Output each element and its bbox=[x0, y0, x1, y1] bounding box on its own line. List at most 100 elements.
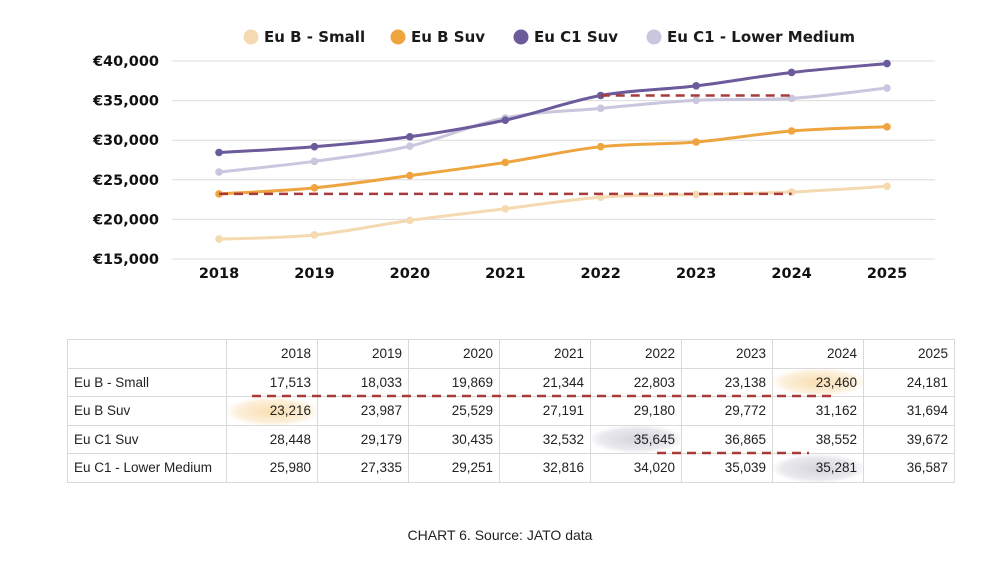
data-point-eu-b-suv bbox=[406, 171, 414, 180]
data-point-eu-b-small bbox=[310, 231, 319, 239]
table-header-year: 2025 bbox=[863, 339, 955, 369]
data-point-eu-b-suv bbox=[692, 138, 700, 146]
data-point-eu-b-suv bbox=[787, 127, 796, 135]
data-point-eu-c1-suv bbox=[787, 68, 796, 77]
table-cell: 29,251 bbox=[408, 453, 500, 483]
x-tick-label: 2019 bbox=[294, 266, 334, 282]
table-body: Eu B - Small 17,513 18,033 19,869 21,344 22,8… bbox=[67, 367, 955, 483]
legend-swatch bbox=[513, 29, 529, 45]
data-point-eu-b-small bbox=[692, 190, 700, 199]
x-tick-label: 2023 bbox=[676, 266, 716, 282]
table-cell: 29,180 bbox=[590, 396, 682, 426]
data-point-eu-b-small bbox=[596, 193, 605, 202]
chart-annotations bbox=[219, 94, 792, 196]
chart-legend: Eu B - Small Eu B Suv Eu C1 Suv Eu C1 - Low… bbox=[243, 28, 855, 46]
table-cell: 29,179 bbox=[317, 424, 409, 454]
table-row-label: Eu B - Small bbox=[67, 367, 227, 397]
table-cell: 25,980 bbox=[226, 453, 318, 483]
legend-label: Eu C1 Suv bbox=[534, 28, 618, 46]
table-cell: 28,448 bbox=[226, 424, 318, 454]
legend-label: Eu B - Small bbox=[264, 28, 365, 46]
table-row: Eu B Suv 23,216 23,987 25,529 27,191 29,180 29… bbox=[67, 396, 955, 426]
table-header-year: 2020 bbox=[408, 339, 500, 369]
table-row: Eu C1 - Lower Medium 25,980 27,335 29,251 32… bbox=[67, 453, 955, 483]
data-point-eu-b-small bbox=[406, 216, 414, 225]
legend-swatch bbox=[243, 29, 259, 45]
table-header-row: 2018 2019 2020 2021 2022 2023 2024 2025 bbox=[67, 339, 955, 369]
table-cell: 32,816 bbox=[499, 453, 591, 483]
x-tick-label: 2022 bbox=[581, 266, 621, 282]
y-tick-label: €35,000 bbox=[92, 94, 159, 110]
y-tick-label: €40,000 bbox=[92, 54, 159, 70]
data-point-eu-c1-suv bbox=[883, 59, 891, 68]
table-cell: 17,513 bbox=[226, 367, 318, 397]
table-header-year: 2024 bbox=[772, 339, 864, 369]
y-tick-label: €30,000 bbox=[92, 133, 159, 149]
table-cell: 27,335 bbox=[317, 453, 409, 483]
data-point-eu-c1-suv bbox=[310, 142, 319, 151]
table-cell: 25,529 bbox=[408, 396, 500, 426]
y-axis-ticks: €15,000 €20,000 €25,000 €30,000 €35,000 €40,0… bbox=[92, 54, 159, 268]
table-cell: 34,020 bbox=[590, 453, 682, 483]
table-cell: 31,694 bbox=[863, 396, 955, 426]
table-cell: 31,162 bbox=[772, 396, 864, 426]
table-row-label: Eu C1 Suv bbox=[67, 424, 227, 454]
data-point-eu-c1-suv bbox=[692, 82, 700, 90]
table-cell: 30,435 bbox=[408, 424, 500, 454]
data-point-eu-b-suv bbox=[596, 142, 605, 151]
table-corner-cell bbox=[67, 339, 227, 369]
legend-swatch bbox=[646, 29, 662, 45]
table-header-year: 2023 bbox=[681, 339, 773, 369]
data-point-eu-c1-lower-medium bbox=[406, 142, 414, 150]
legend-item: Eu B Suv bbox=[390, 28, 485, 46]
series-line-eu-b-suv bbox=[217, 125, 889, 196]
table-header-year: 2021 bbox=[499, 339, 591, 369]
data-point-eu-c1-lower-medium bbox=[883, 84, 891, 92]
table-cell: 35,645 bbox=[590, 424, 682, 454]
table-cell: 21,344 bbox=[499, 367, 591, 397]
table-cell: 23,216 bbox=[226, 396, 318, 426]
legend-item: Eu C1 - Lower Medium bbox=[646, 28, 855, 46]
data-point-eu-b-small bbox=[883, 182, 891, 191]
table-cell: 23,460 bbox=[772, 367, 864, 397]
table-cell: 27,191 bbox=[499, 396, 591, 426]
series-line-eu-b-small bbox=[217, 184, 889, 241]
table-cell: 32,532 bbox=[499, 424, 591, 454]
table-row: Eu C1 Suv 28,448 29,179 30,435 32,532 35,645 3… bbox=[67, 424, 955, 454]
data-point-eu-c1-lower-medium bbox=[310, 157, 319, 166]
y-tick-label: €15,000 bbox=[92, 252, 159, 268]
legend-label: Eu C1 - Lower Medium bbox=[667, 28, 855, 46]
table-row: Eu B - Small 17,513 18,033 19,869 21,344 22,8… bbox=[67, 367, 955, 397]
legend-item: Eu C1 Suv bbox=[513, 28, 618, 46]
x-tick-label: 2024 bbox=[771, 266, 811, 282]
data-table: 2018 2019 2020 2021 2022 2023 2024 2025 Eu B - … bbox=[67, 339, 955, 483]
legend-label: Eu B Suv bbox=[411, 28, 485, 46]
gridlines bbox=[172, 60, 935, 260]
data-point-eu-b-small bbox=[501, 204, 510, 213]
table-cell: 19,869 bbox=[408, 367, 500, 397]
table-cell: 38,552 bbox=[772, 424, 864, 454]
data-point-eu-b-suv bbox=[310, 184, 319, 192]
table-header-year: 2019 bbox=[317, 339, 409, 369]
x-tick-label: 2018 bbox=[199, 266, 239, 282]
table-header-year: 2022 bbox=[590, 339, 682, 369]
data-point-eu-b-small bbox=[215, 235, 223, 243]
data-point-eu-c1-suv bbox=[406, 132, 414, 141]
data-point-eu-b-suv bbox=[501, 158, 510, 167]
table-cell: 18,033 bbox=[317, 367, 409, 397]
table-row-label: Eu B Suv bbox=[67, 396, 227, 426]
series-line-eu-c1-lower-medium bbox=[217, 86, 889, 174]
table-row-label: Eu C1 - Lower Medium bbox=[67, 453, 227, 483]
x-tick-label: 2020 bbox=[390, 266, 430, 282]
x-tick-label: 2025 bbox=[867, 266, 907, 282]
table-cell: 35,281 bbox=[772, 453, 864, 483]
data-point-eu-c1-suv bbox=[501, 116, 510, 124]
chart-series bbox=[215, 59, 891, 243]
y-tick-label: €25,000 bbox=[92, 173, 159, 189]
data-point-eu-b-suv bbox=[883, 122, 891, 131]
series-line-eu-c1-suv bbox=[217, 62, 889, 154]
table-cell: 24,181 bbox=[863, 367, 955, 397]
x-axis-ticks: 2018 2019 2020 2021 2022 2023 2024 2025 bbox=[199, 266, 907, 282]
data-point-eu-c1-lower-medium bbox=[692, 96, 700, 105]
table-cell: 23,138 bbox=[681, 367, 773, 397]
